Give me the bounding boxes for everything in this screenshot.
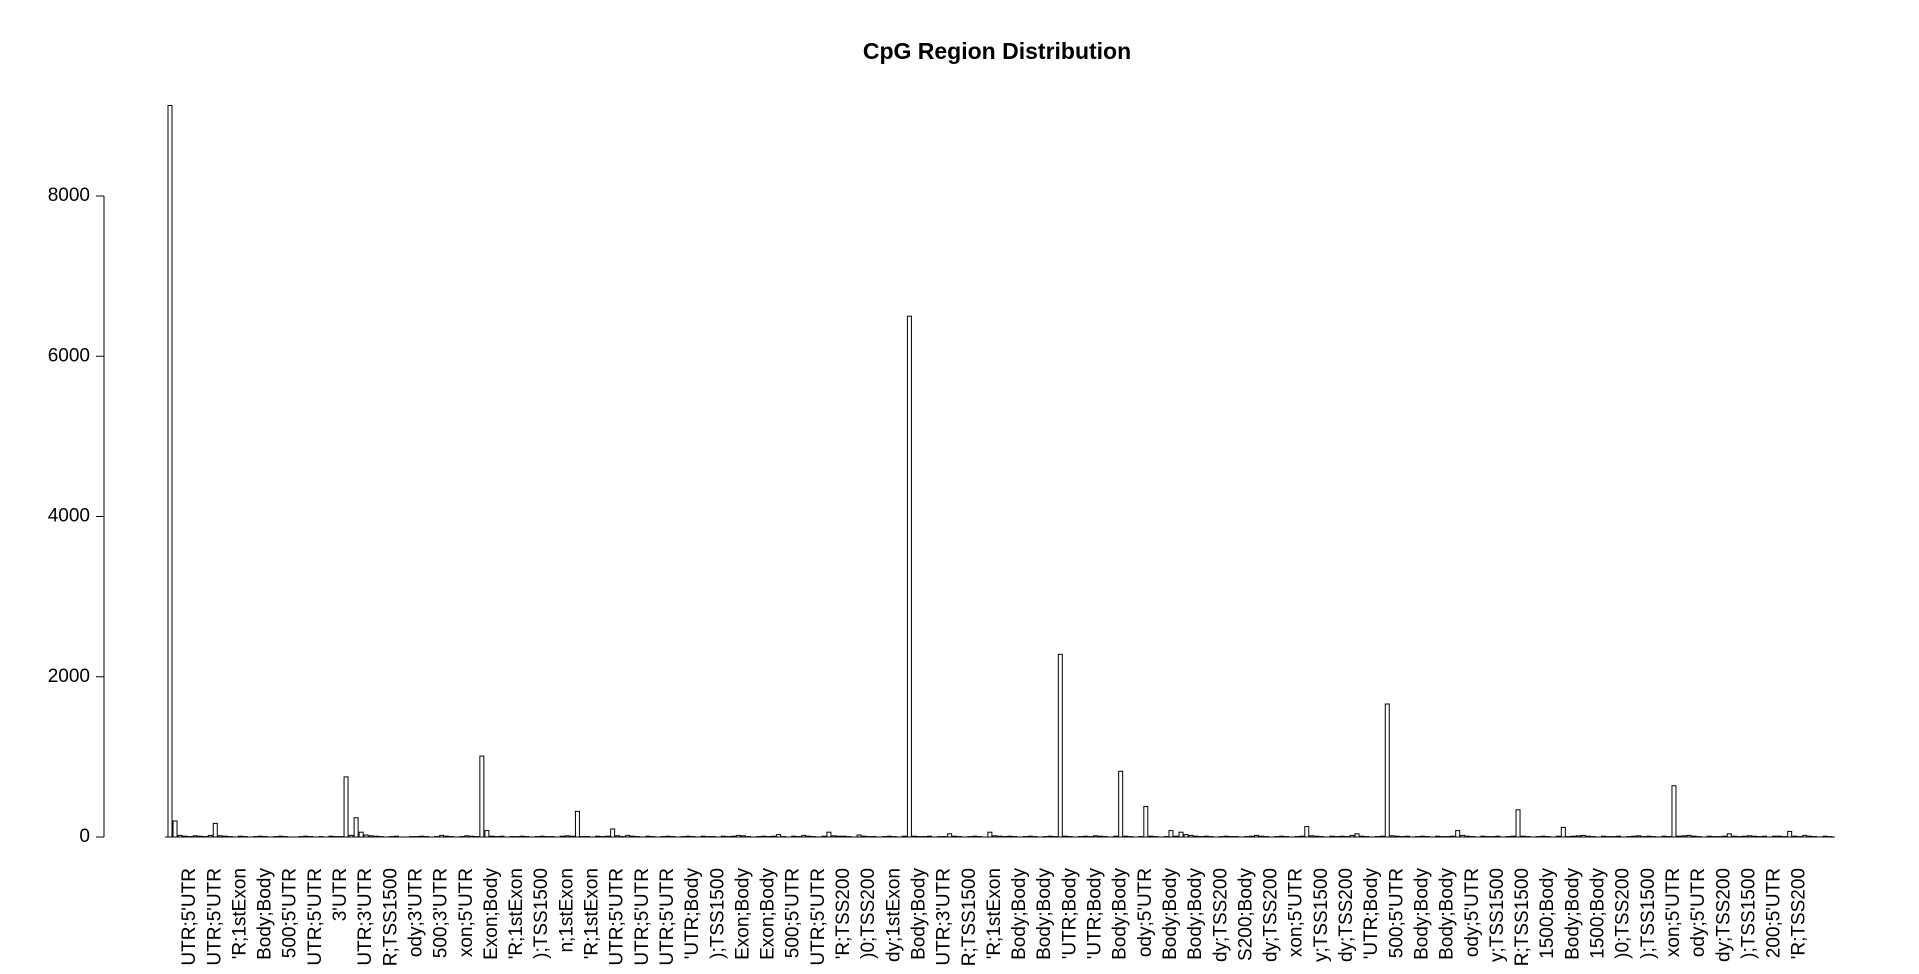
x-tick-label: )0;TSS200	[1613, 868, 1634, 959]
x-tick-label: R;TSS1500	[1512, 868, 1533, 966]
x-tick-label: 'UTR;Body	[1059, 868, 1080, 960]
x-tick-label: )0;TSS200	[858, 868, 879, 959]
bar	[358, 831, 364, 838]
x-tick-label: 'UTR;Body	[682, 868, 703, 960]
bar	[987, 831, 993, 838]
bar	[484, 830, 490, 838]
x-tick-label: Body;Body	[1185, 868, 1206, 960]
x-tick-label: dy;TSS200	[1210, 868, 1231, 962]
x-tick-label: UTR;5'UTR	[204, 868, 225, 966]
x-tick-label: 3'UTR	[330, 868, 351, 921]
x-tick-label: R;TSS1500	[380, 868, 401, 966]
x-tick-label: n;1stExon	[556, 868, 577, 953]
x-tick-label: S200;Body	[1235, 868, 1256, 961]
bar	[1384, 703, 1390, 838]
x-tick-label: );TSS1500	[1738, 868, 1759, 959]
bar	[1168, 830, 1174, 838]
bar	[212, 822, 218, 838]
x-tick-label: Body;Body	[1562, 868, 1583, 960]
x-tick-label: );TSS1500	[707, 868, 728, 959]
bar	[167, 104, 173, 838]
bar	[479, 755, 485, 838]
x-tick-label: y;TSS1500	[1487, 868, 1508, 962]
x-tick-label: UTR;5'UTR	[632, 868, 653, 966]
x-tick-label: UTR;5'UTR	[305, 868, 326, 966]
bar	[1178, 831, 1184, 838]
x-tick-label: 'R;TSS200	[1789, 868, 1810, 959]
x-tick-label: Body;Body	[908, 868, 929, 960]
bar	[1455, 830, 1461, 838]
x-tick-label: Exon;Body	[481, 868, 502, 960]
x-tick-label: dy;TSS200	[1713, 868, 1734, 962]
x-tick-label: y;TSS1500	[1311, 868, 1332, 962]
x-tick-label: 'UTR;Body	[1085, 868, 1106, 960]
bar	[343, 776, 349, 838]
x-tick-label: 'R;1stExon	[506, 868, 527, 959]
x-tick-label: 500;5'UTR	[280, 868, 301, 958]
bar	[574, 810, 580, 838]
x-tick-label: dy;TSS200	[1261, 868, 1282, 962]
x-tick-label: );TSS1500	[531, 868, 552, 959]
x-tick-label: xon;5'UTR	[1286, 868, 1307, 957]
y-tick-label: 8000	[48, 185, 90, 206]
x-tick-label: dy;TSS200	[1336, 868, 1357, 962]
x-tick-label: 'UTR;Body	[1361, 868, 1382, 960]
x-tick-label: 1500;Body	[1588, 868, 1609, 959]
x-tick-label: dy;1stExon	[883, 868, 904, 962]
x-tick-label: Body;Body	[1034, 868, 1055, 960]
bar	[353, 817, 359, 838]
bar	[1515, 809, 1521, 838]
x-tick-label: Body;Body	[1160, 868, 1181, 960]
x-tick-label: ody;3'UTR	[405, 868, 426, 957]
y-tick-label: 2000	[48, 666, 90, 687]
x-tick-label: Body;Body	[255, 868, 276, 960]
bar	[1787, 830, 1793, 838]
x-tick-label: ody;5'UTR	[1462, 868, 1483, 957]
bar	[610, 828, 616, 838]
x-tick-label: Body;Body	[1110, 868, 1131, 960]
x-tick-label: Body;Body	[1411, 868, 1432, 960]
y-tick-label: 6000	[48, 345, 90, 366]
x-tick-label: UTR;3'UTR	[934, 868, 955, 966]
x-tick-label: UTR;5'UTR	[808, 868, 829, 966]
x-tick-label: xon;5'UTR	[456, 868, 477, 957]
x-tick-label: xon;5'UTR	[1663, 868, 1684, 957]
bar	[172, 820, 178, 838]
bar	[906, 315, 912, 838]
chart-title: CpG Region Distribution	[863, 38, 1131, 64]
x-tick-label: UTR;5'UTR	[607, 868, 628, 966]
x-tick-label: 'R;1stExon	[984, 868, 1005, 959]
bar	[1560, 826, 1566, 838]
bar	[1118, 770, 1124, 838]
x-tick-label: Exon;Body	[758, 868, 779, 960]
bar	[1057, 653, 1063, 838]
x-tick-label: UTR;5'UTR	[179, 868, 200, 966]
bar	[1671, 785, 1677, 838]
x-tick-label: 'R;1stExon	[229, 868, 250, 959]
x-tick-label: 500;5'UTR	[783, 868, 804, 958]
x-tick-label: Body;Body	[1437, 868, 1458, 960]
x-tick-label: UTR;5'UTR	[657, 868, 678, 966]
x-tick-label: 1500;Body	[1537, 868, 1558, 959]
x-tick-label: );TSS1500	[1638, 868, 1659, 959]
x-tick-label: R;TSS1500	[959, 868, 980, 966]
x-tick-label: 200;5'UTR	[1764, 868, 1785, 958]
x-tick-label: UTR;3'UTR	[355, 868, 376, 966]
x-tick-label: 'R;1stExon	[582, 868, 603, 959]
bar	[826, 831, 832, 838]
x-tick-label: 500;3'UTR	[431, 868, 452, 958]
x-tick-label: 500;5'UTR	[1386, 868, 1407, 958]
bar	[1143, 806, 1149, 838]
x-tick-label: ody;5'UTR	[1135, 868, 1156, 957]
x-tick-label: 'R;TSS200	[833, 868, 854, 959]
x-tick-label: Exon;Body	[732, 868, 753, 960]
y-tick-label: 0	[79, 826, 90, 847]
bar	[1304, 826, 1310, 838]
y-tick-label: 4000	[48, 506, 90, 527]
x-tick-label: ody;5'UTR	[1688, 868, 1709, 957]
x-tick-label: Body;Body	[1009, 868, 1030, 960]
